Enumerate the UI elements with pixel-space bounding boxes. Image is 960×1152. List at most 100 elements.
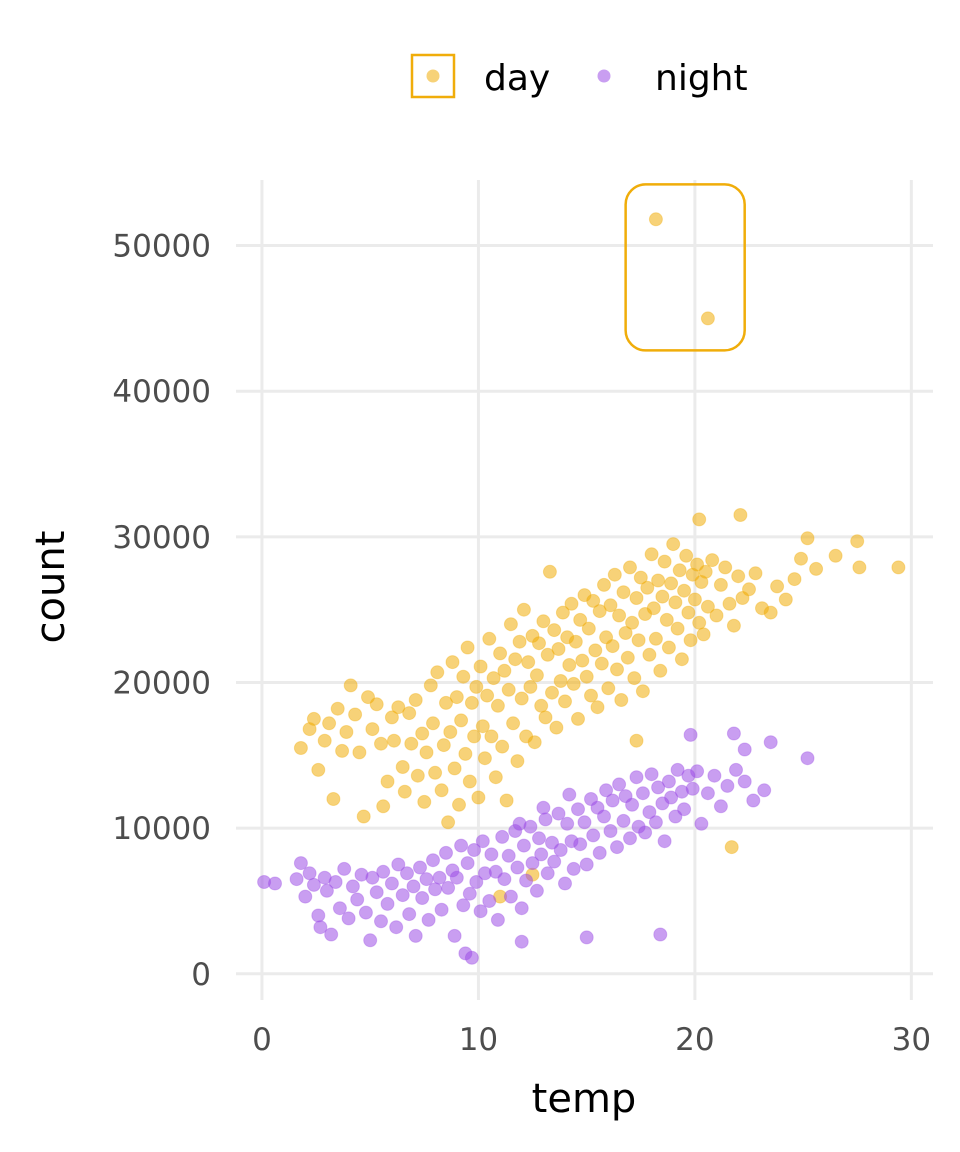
point-day [532,636,546,651]
point-night [306,877,321,892]
point-night [579,930,594,945]
point-day [534,698,549,713]
point-night [642,805,657,820]
point-day [590,700,605,715]
point-night [341,911,356,926]
point-night [726,726,741,741]
point-day [497,663,512,678]
point-day [605,639,620,654]
point-day [361,690,375,705]
point-night [298,889,313,904]
point-night [623,831,637,846]
point-day [623,560,637,575]
point-night [661,774,676,789]
point-day [614,693,629,707]
point-night [683,727,698,742]
point-night [488,864,503,879]
point-day [322,716,337,731]
legend-label-day: day [484,58,550,99]
point-day [625,615,640,630]
point-night [713,799,728,814]
point-day [477,751,492,766]
point-day [434,783,449,798]
point-night [612,777,627,792]
point-night [484,847,499,862]
point-night [389,920,404,935]
point-day [891,560,906,575]
point-night [350,892,365,907]
point-day [794,551,808,566]
point-day [635,684,650,699]
point-day [365,722,380,737]
point-night [332,901,347,916]
point-night [514,901,529,916]
series-night [257,726,815,965]
point-day [469,679,484,694]
point-day [293,741,308,755]
point-day [326,792,341,806]
y-tick-label: 20000 [112,665,211,701]
point-day [653,663,668,678]
point-day [428,765,443,780]
point-night [464,950,479,965]
point-night [421,912,436,927]
x-tick-label: 10 [459,1022,498,1058]
point-night [651,780,666,795]
point-day [592,604,607,619]
point-day [713,577,728,592]
point-day [558,694,572,709]
point-night [603,824,618,838]
point-day [410,768,425,783]
grid-lines [236,180,933,1000]
point-day [352,745,367,760]
point-day [659,612,674,627]
point-night [400,866,414,881]
point-night [380,896,395,911]
point-night [365,870,380,885]
point-day [369,697,384,712]
point-night [293,856,308,871]
point-day [423,678,438,693]
point-night [402,907,417,922]
y-tick-label: 10000 [112,811,211,847]
point-day [553,674,568,688]
point-night [638,825,653,840]
point-night [460,856,475,871]
point-night [577,815,592,830]
point-night [562,787,577,802]
point-day [664,576,679,591]
point-day [527,735,542,750]
point-night [406,879,421,894]
point-night [434,902,449,917]
point-day [387,733,401,748]
point-day [692,512,707,527]
point-night [592,845,607,860]
point-day [633,570,648,585]
point-day [705,553,720,568]
point-day [443,725,458,739]
point-day [603,598,618,613]
point-day [462,774,477,789]
point-day [536,614,551,629]
legend-key-night-marker [597,69,611,83]
point-night [694,816,709,831]
point-day [648,212,663,227]
point-day [404,736,419,751]
point-day [722,596,737,611]
point-day [499,793,514,808]
x-tick-label: 0 [252,1022,272,1058]
y-tick-label: 0 [191,957,211,993]
point-day [724,840,739,855]
point-day [852,560,867,575]
point-night [685,781,700,796]
point-day [475,719,490,734]
point-day [514,691,529,706]
legend-label-night: night [655,58,748,99]
point-day [501,682,516,697]
point-night [415,891,430,905]
point-night [597,809,611,824]
point-night [551,806,566,821]
point-day [690,557,705,572]
point-day [488,770,503,785]
